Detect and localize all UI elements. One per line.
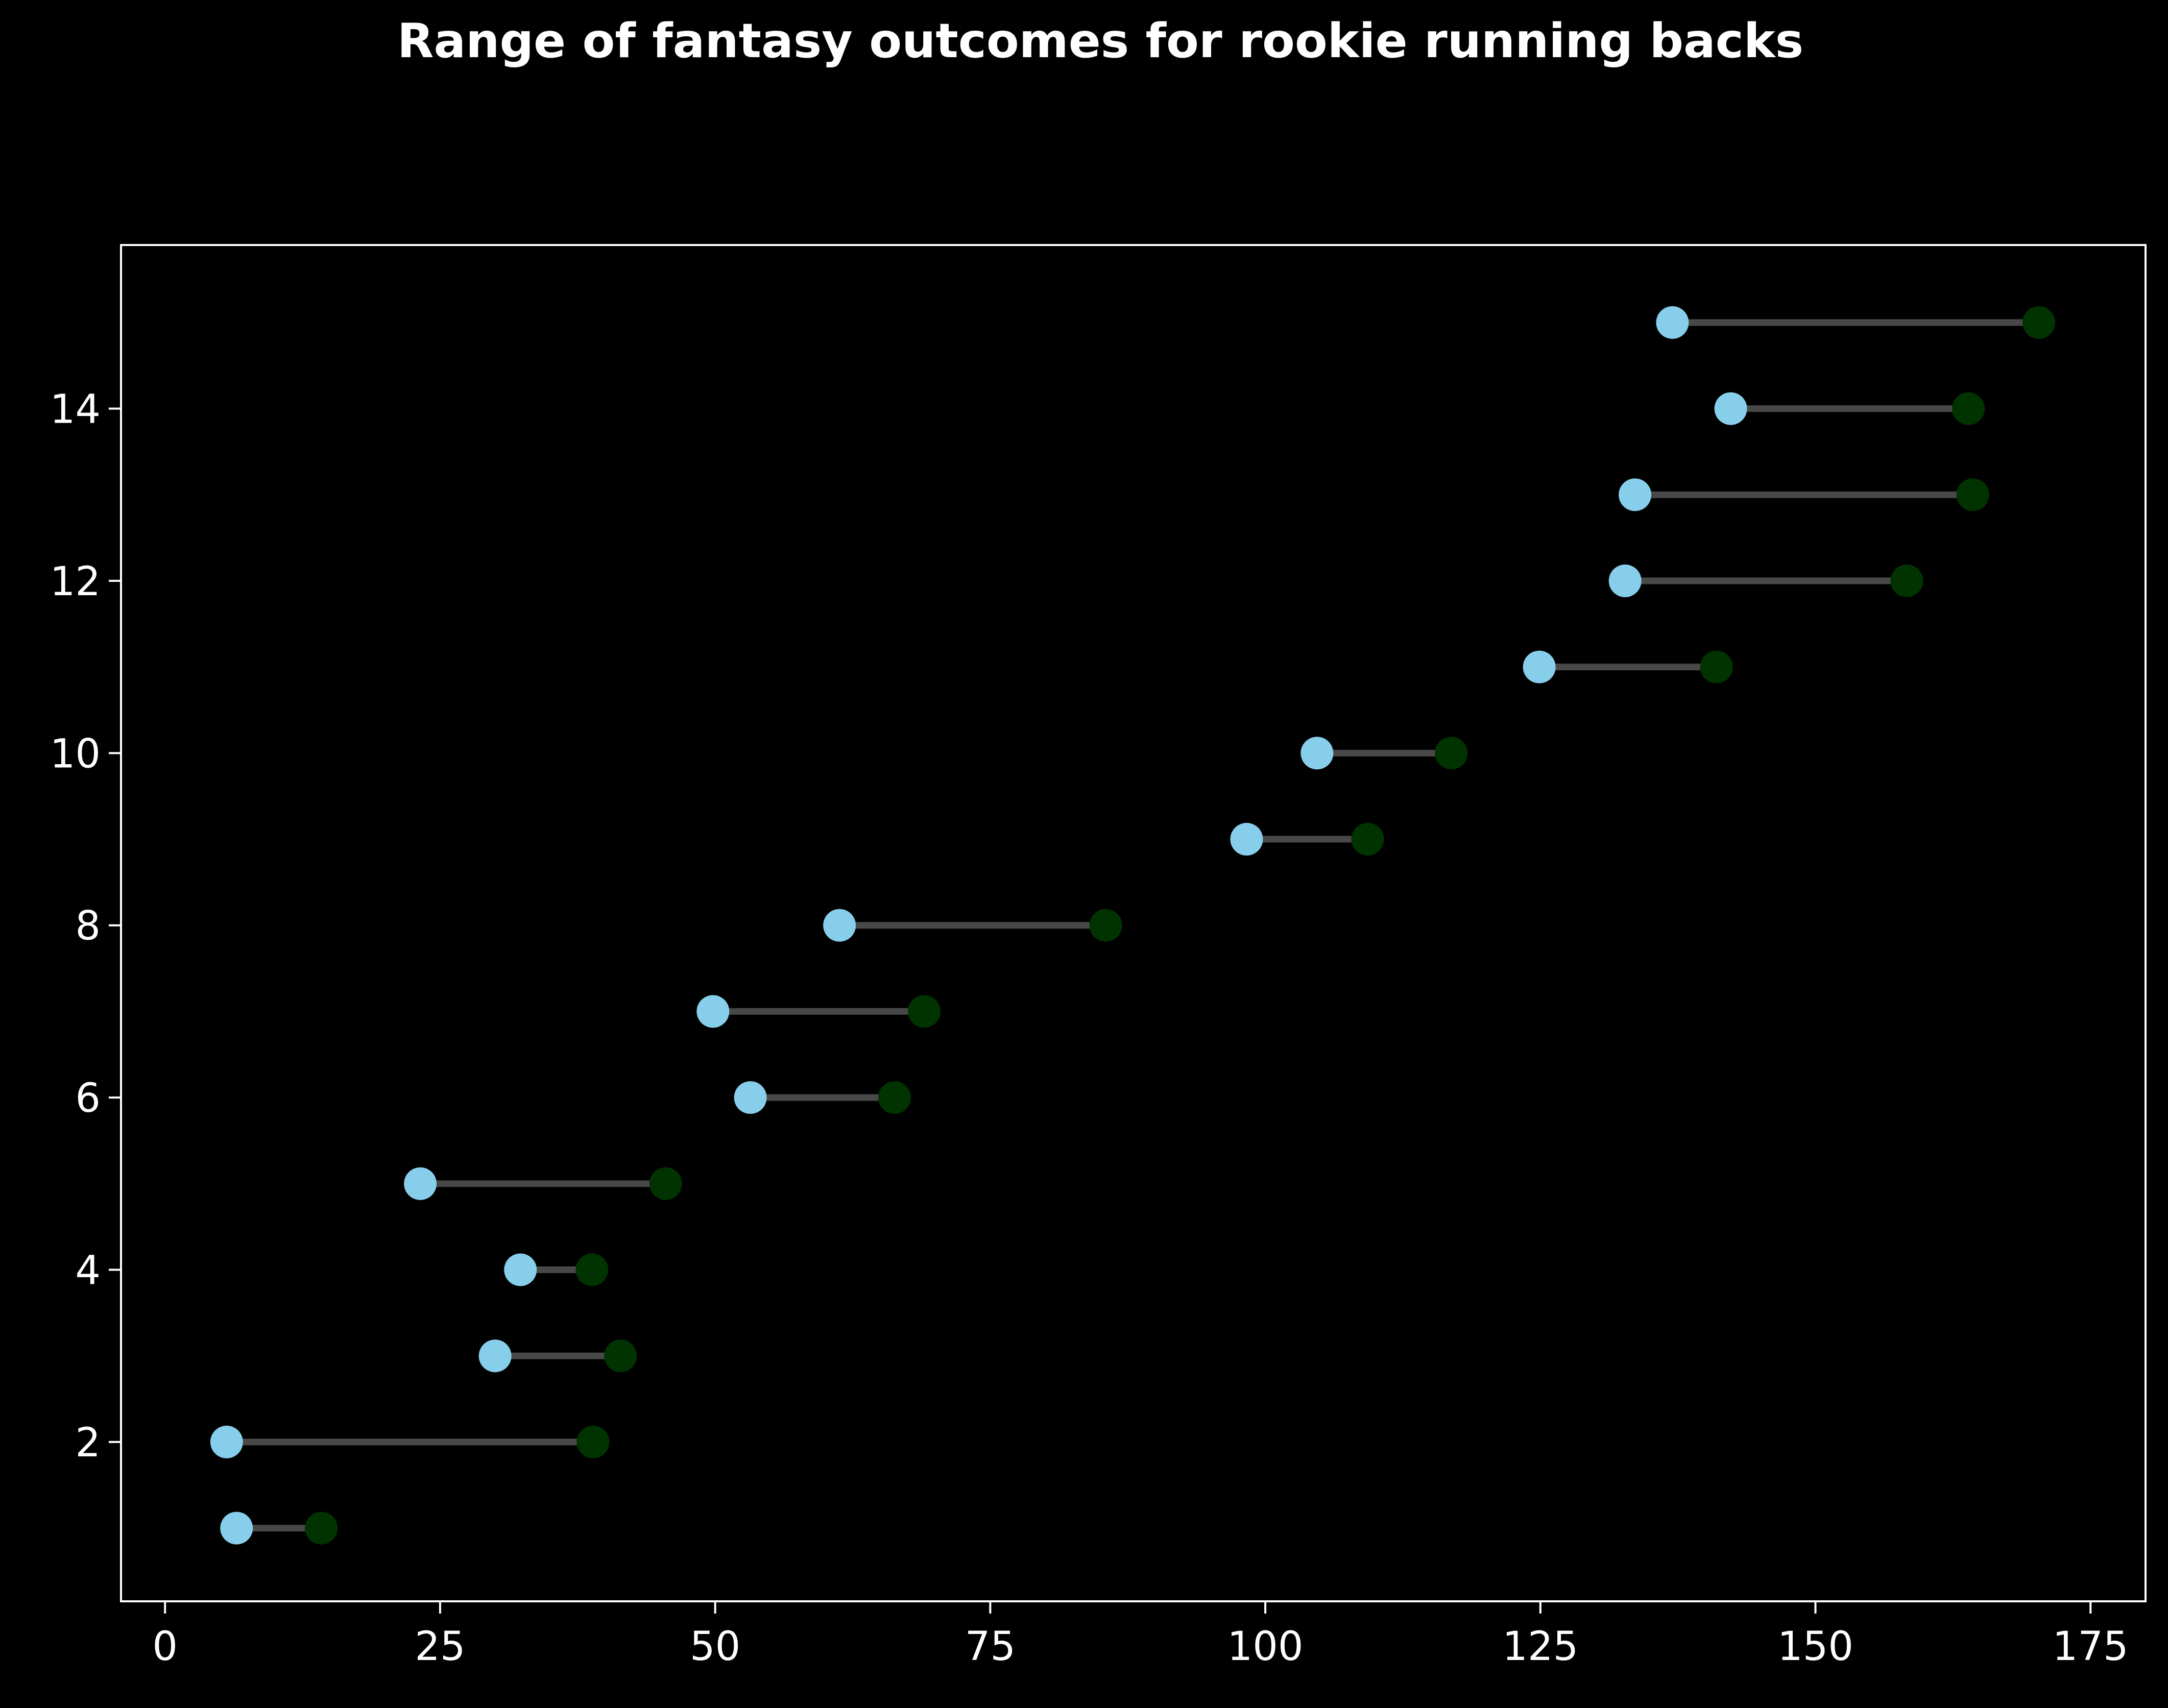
high-marker (1952, 392, 1985, 425)
low-marker (478, 1339, 512, 1373)
y-tick-label: 14 (50, 387, 101, 433)
y-tick-label: 12 (50, 559, 101, 605)
high-marker (575, 1253, 609, 1286)
dumbbell-row (504, 1253, 609, 1286)
axes-frame (120, 244, 2147, 1602)
low-marker (210, 1425, 243, 1458)
dumbbell-row (696, 995, 941, 1028)
high-marker (604, 1339, 637, 1373)
high-marker (1700, 650, 1733, 684)
x-tick-label: 100 (1227, 1624, 1304, 1670)
x-tick-label: 25 (415, 1624, 465, 1670)
dumbbell-row (823, 909, 1122, 942)
high-marker (305, 1511, 338, 1545)
high-marker (1089, 909, 1122, 942)
dumbbell-row (734, 1081, 911, 1114)
low-marker (1656, 306, 1689, 339)
dumbbell-row (1608, 564, 1923, 597)
low-marker (734, 1081, 767, 1114)
high-marker (1351, 823, 1384, 856)
high-marker (649, 1167, 682, 1200)
x-tick-label: 150 (1777, 1624, 1853, 1670)
dumbbell-row (404, 1167, 682, 1200)
dumbbell-row (1656, 306, 2055, 339)
y-tick-label: 6 (75, 1076, 101, 1121)
high-marker (878, 1081, 911, 1114)
low-marker (1300, 737, 1334, 770)
high-marker (1956, 478, 1989, 511)
low-marker (1714, 392, 1747, 425)
low-marker (220, 1511, 253, 1545)
low-marker (823, 909, 856, 942)
dumbbell-row (1619, 478, 1989, 511)
plot-area (210, 306, 2055, 1545)
high-marker (1890, 564, 1923, 597)
x-axis: 0 25 50 75 100 125 150 175 (152, 1601, 2129, 1670)
y-tick-label: 10 (50, 731, 101, 777)
y-axis: 2 4 6 8 10 12 14 (50, 387, 121, 1466)
dumbbell-row (1714, 392, 1985, 425)
dumbbell-row (210, 1425, 610, 1458)
dumbbell-row (478, 1339, 637, 1373)
high-marker (576, 1425, 610, 1458)
high-marker (908, 995, 941, 1028)
high-marker (1435, 737, 1468, 770)
low-marker (696, 995, 730, 1028)
low-marker (1523, 650, 1556, 684)
x-tick-label: 50 (690, 1624, 740, 1670)
dumbbell-row (220, 1511, 338, 1545)
dumbbell-row (1523, 650, 1733, 684)
dumbbell-row (1230, 823, 1384, 856)
low-marker (404, 1167, 437, 1200)
low-marker (504, 1253, 537, 1286)
x-tick-label: 125 (1502, 1624, 1578, 1670)
chart-title: Range of fantasy outcomes for rookie run… (397, 13, 1803, 68)
low-marker (1608, 564, 1642, 597)
y-tick-label: 4 (75, 1248, 101, 1294)
x-tick-label: 0 (152, 1624, 178, 1670)
x-tick-label: 75 (965, 1624, 1016, 1670)
y-tick-label: 8 (75, 904, 101, 949)
low-marker (1230, 823, 1263, 856)
y-tick-label: 2 (75, 1420, 101, 1466)
high-marker (2022, 306, 2055, 339)
x-tick-label: 175 (2053, 1624, 2129, 1670)
dumbbell-row (1300, 737, 1468, 770)
low-marker (1619, 478, 1652, 511)
